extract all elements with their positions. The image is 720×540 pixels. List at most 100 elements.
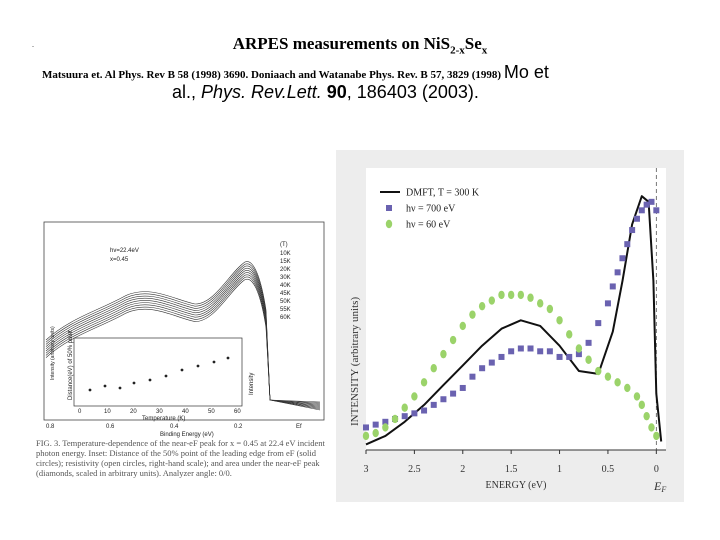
point-700ev <box>624 241 631 248</box>
inset-marker <box>180 368 184 372</box>
inset-xtick: 50 <box>208 409 215 415</box>
ref2-al: al., <box>172 82 202 102</box>
point-60ev <box>585 355 592 364</box>
point-60ev <box>372 428 379 438</box>
axis-layer: 3 2.5 2 1.5 1 0.5 0 <box>364 449 666 475</box>
point-700ev <box>648 198 655 205</box>
point-60ev <box>556 316 563 325</box>
point-700ev <box>638 207 645 214</box>
legend-label: DMFT, T = 300 K <box>406 188 480 199</box>
point-700ev <box>609 283 616 290</box>
point-700ev <box>430 401 437 408</box>
left-curves <box>45 261 321 411</box>
point-60ev <box>527 293 534 302</box>
point-60ev <box>459 321 466 331</box>
legend: DMFT, T = 300 K hν = 700 eV hν = 60 eV <box>380 188 480 231</box>
left-xtick: 0.2 <box>234 424 243 430</box>
point-60ev <box>498 290 505 300</box>
reference-line-2: al., Phys. Rev.Lett. 90, 186403 (2003). <box>172 82 479 103</box>
point-700ev <box>604 300 611 307</box>
temp-label: 55K <box>280 307 291 313</box>
point-700ev <box>411 410 418 417</box>
temps-list: 10K 15K 20K 30K 40K 45K 50K 55K 60K <box>280 251 291 321</box>
point-700ev <box>614 269 621 276</box>
point-700ev <box>537 348 544 355</box>
right-chart-svg: 3 2.5 2 1.5 1 0.5 0 INTENSITY (arbitrary units… <box>349 168 666 494</box>
point-700ev <box>469 373 476 380</box>
left-xtick: 0.8 <box>46 424 55 430</box>
temp-label: 10K <box>280 251 291 257</box>
temp-label: 40K <box>280 283 291 289</box>
point-60ev <box>411 392 418 401</box>
point-60ev <box>430 364 437 373</box>
ef-label-main: E <box>653 479 662 493</box>
reference-mo: Mo et <box>503 62 549 82</box>
point-60ev <box>604 372 612 381</box>
legend-label: hν = 60 eV <box>406 220 451 231</box>
inset-ylabel-left: Distance(eV) of 50% point <box>68 330 74 400</box>
temp-label: 45K <box>280 291 291 297</box>
point-60ev <box>478 301 486 311</box>
x-tick-label: 2 <box>460 464 465 475</box>
inset-marker <box>118 386 122 390</box>
point-60ev <box>469 310 476 319</box>
inset-xtick: 10 <box>104 409 111 415</box>
point-700ev <box>488 359 495 366</box>
figure-caption: FIG. 3. Temperature-dependence of the ne… <box>36 438 325 478</box>
reference-text: Matsuura et. Al Phys. Rev B 58 (1998) 36… <box>42 69 502 81</box>
title-main: ARPES measurements on NiS <box>232 34 451 53</box>
temperature-curve <box>45 272 321 406</box>
point-700ev <box>372 421 379 428</box>
point-700ev <box>382 418 389 425</box>
point-700ev <box>643 201 650 208</box>
temperature-curve <box>45 263 321 410</box>
point-700ev <box>546 348 553 355</box>
slide-title: ARPES measurements on NiS2-xSex <box>0 34 720 56</box>
temperature-curve <box>45 265 321 409</box>
x-tick-label: 2.5 <box>408 464 421 475</box>
temperature-curve <box>45 268 321 408</box>
point-700ev <box>508 348 515 355</box>
inset-xtick: 0 <box>78 409 82 415</box>
point-700ev <box>363 424 369 431</box>
point-60ev <box>643 411 650 421</box>
inset-frame <box>73 337 243 407</box>
left-xtick: 0.4 <box>170 424 179 430</box>
temp-label: 20K <box>280 267 291 273</box>
title-mid: Se <box>464 34 482 53</box>
inset-marker <box>196 364 200 368</box>
point-60ev <box>595 366 602 376</box>
left-figure: hv=22.4eV x=0.45 (T) 10K 15K 20K 30K 40K 45K 5… <box>30 200 342 500</box>
point-60ev <box>507 290 515 300</box>
point-700ev <box>527 345 534 352</box>
inset-marker <box>132 381 136 385</box>
point-60ev <box>653 431 660 441</box>
temperature-curve <box>45 261 321 411</box>
point-700ev <box>517 345 524 352</box>
inset-ylabel-right: Intensity <box>249 373 255 395</box>
point-60ev <box>449 335 457 345</box>
temps-header: (T) <box>280 242 288 248</box>
point-700ev <box>619 255 626 262</box>
point-700ev <box>498 353 505 360</box>
ref2-journal: Phys. Rev.Lett. <box>201 82 322 102</box>
inset-xtick: 30 <box>156 409 163 415</box>
point-60ev <box>440 349 447 359</box>
left-xlabel: Binding Energy (eV) <box>160 432 214 438</box>
x-tick-label: 3 <box>364 464 369 475</box>
point-700ev <box>479 365 486 372</box>
right-ylabel: INTENSITY (arbitrary units) <box>349 297 361 426</box>
point-60ev <box>638 400 646 410</box>
point-700ev <box>440 396 447 403</box>
right-figure: 3 2.5 2 1.5 1 0.5 0 INTENSITY (arbitrary units… <box>336 150 684 502</box>
point-60ev <box>633 392 641 401</box>
point-700ev <box>653 207 660 214</box>
left-xtick: 0.6 <box>106 424 115 430</box>
point-60ev <box>362 431 370 441</box>
point-60ev <box>546 304 554 314</box>
inset-xtick: 40 <box>182 409 189 415</box>
temperature-curve <box>45 274 321 405</box>
point-700ev <box>459 384 466 391</box>
point-700ev <box>575 351 582 358</box>
inset-xtick: 20 <box>130 409 137 415</box>
